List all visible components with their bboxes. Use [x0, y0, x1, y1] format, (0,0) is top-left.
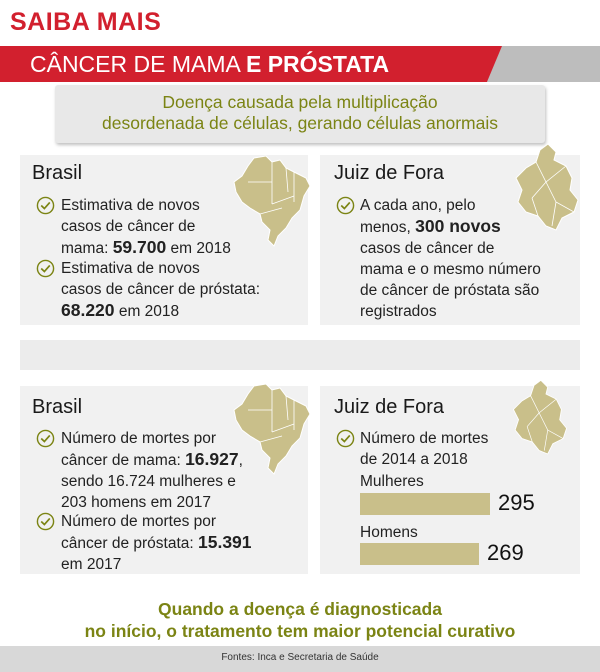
check-icon [36, 429, 55, 448]
brasil-mama-estimate: Estimativa de novos casos de câncer de m… [61, 197, 231, 257]
juiz-de-fora-map-icon [512, 379, 568, 455]
banner [0, 46, 502, 82]
intro-line-2: desordenada de células, gerando células … [102, 113, 498, 133]
bar-value-mulheres: 295 [498, 490, 535, 515]
check-icon [336, 429, 355, 448]
jf-cases-text: A cada ano, pelo menos, 300 novos casos … [360, 197, 541, 320]
bar-label-mulheres: Mulheres [360, 473, 424, 490]
brazil-map-icon [233, 155, 311, 247]
brasil-cases-heading: Brasil [32, 162, 83, 184]
jf-deaths-heading: Juiz de Fora [334, 396, 445, 418]
bar-label-homens: Homens [360, 524, 418, 541]
brasil-prostata-deaths: Número de mortes por câncer de próstata:… [61, 513, 252, 573]
bar-value-homens: 269 [487, 540, 524, 565]
bar-homens [360, 543, 479, 565]
footer-message: Quando a doença é diagnosticada no iníci… [84, 599, 516, 641]
check-icon [36, 512, 55, 531]
check-icon [36, 196, 55, 215]
source-text: Fontes: Inca e Secretaria de Saúde [221, 652, 379, 663]
check-icon [36, 259, 55, 278]
source-bar [0, 646, 600, 672]
juiz-de-fora-map-icon [515, 143, 579, 231]
brazil-map-icon [233, 383, 311, 475]
banner-title: CÂNCER DE MAMA E PRÓSTATA [30, 51, 390, 77]
brasil-prostata-estimate: Estimativa de novos casos de câncer de p… [61, 260, 261, 320]
brasil-deaths-heading: Brasil [32, 396, 83, 418]
bar-mulheres [360, 493, 490, 515]
section-divider [20, 340, 580, 370]
intro-line-1: Doença causada pela multiplicação [162, 92, 438, 112]
check-icon [336, 196, 355, 215]
jf-cases-heading: Juiz de Fora [334, 162, 445, 184]
page-title: SAIBA MAIS [10, 8, 162, 36]
intro-box: Doença causada pela multiplicação desord… [55, 85, 545, 143]
brasil-mama-deaths: Número de mortes por câncer de mama: 16.… [61, 430, 243, 511]
jf-deaths-text: Número de mortes de 2014 a 2018 [360, 430, 489, 468]
